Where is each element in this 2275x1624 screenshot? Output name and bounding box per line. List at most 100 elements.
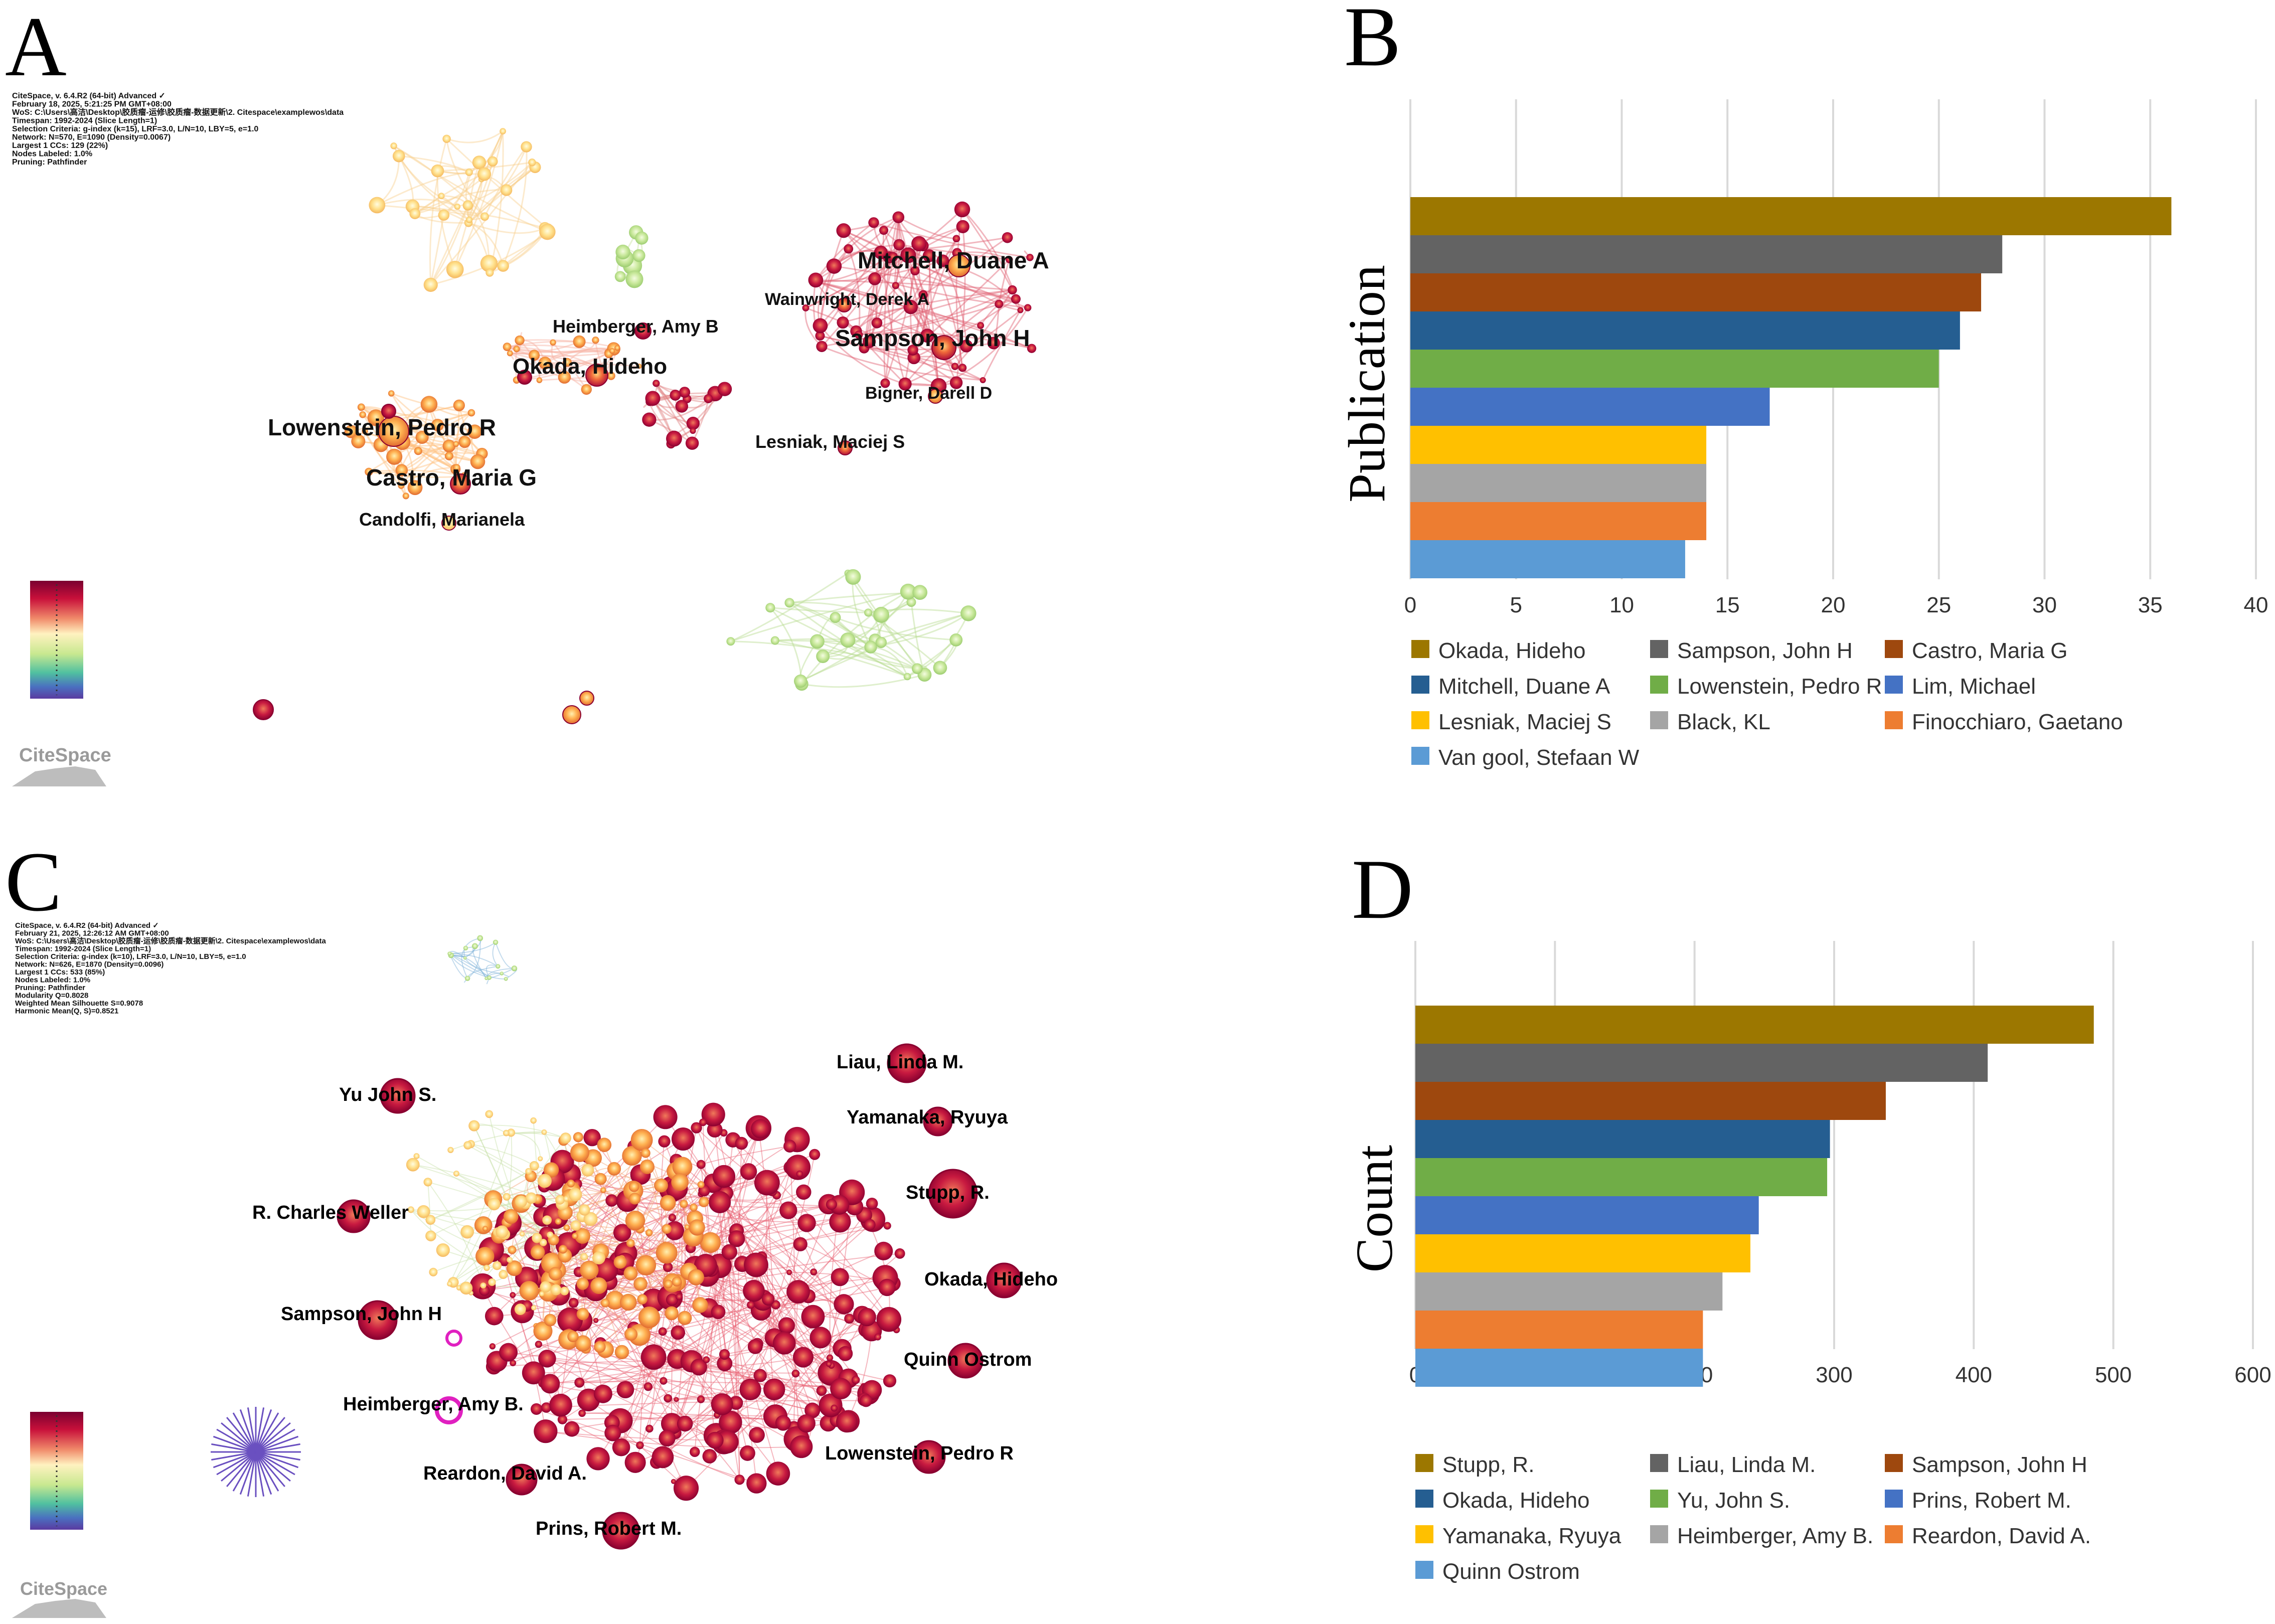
network-node — [493, 1261, 502, 1270]
network-edge — [247, 1407, 257, 1452]
network-node — [628, 1182, 639, 1192]
network-node — [912, 585, 928, 600]
network-edge — [454, 412, 472, 468]
node-label: Okada, Hideho — [513, 354, 667, 379]
legend-label: Lesniak, Maciej S — [1438, 710, 1611, 734]
network-node — [579, 1260, 599, 1280]
network-node — [471, 943, 478, 949]
network-node — [765, 603, 775, 613]
network-node — [406, 1158, 420, 1172]
network-node — [604, 1424, 621, 1441]
network-node — [624, 1328, 638, 1341]
network-edge — [364, 431, 416, 489]
x-tick-label: 400 — [1956, 1363, 1992, 1387]
network-node — [645, 1424, 654, 1433]
network-node — [544, 1314, 557, 1327]
network-node — [499, 1343, 518, 1362]
network-node — [876, 1307, 902, 1332]
bar — [1410, 502, 1707, 540]
network-edge — [848, 248, 861, 335]
network-edge — [450, 955, 490, 979]
network-node — [459, 1281, 473, 1295]
panel-c-info-block: CiteSpace, v. 6.4.R2 (64-bit) Advanced ✓… — [15, 921, 327, 1016]
network-node — [605, 1290, 624, 1310]
network-node — [747, 1301, 755, 1309]
network-node — [816, 1385, 827, 1396]
network-node — [407, 1206, 414, 1213]
network-node — [1008, 285, 1017, 295]
legend-label: Okada, Hideho — [1438, 638, 1586, 663]
network-edge — [905, 309, 1021, 385]
panel-letter-d: D — [1352, 842, 1413, 936]
network-node — [344, 425, 358, 438]
network-node — [671, 1479, 676, 1484]
network-node — [684, 1224, 690, 1230]
network-node — [380, 1078, 416, 1114]
network-edge — [819, 217, 899, 337]
network-node — [634, 322, 652, 340]
network-node — [703, 1356, 710, 1363]
panel-d-bar-chart: D 0100200300400500600CountStupp, R.Liau,… — [1346, 842, 2271, 1584]
network-node — [573, 1132, 583, 1143]
network-edge — [221, 1422, 256, 1453]
network-node — [547, 1231, 554, 1238]
network-node — [493, 939, 499, 945]
network-edge — [468, 131, 504, 173]
network-node — [947, 1343, 984, 1379]
network-edge — [910, 264, 950, 307]
node-label: Okada, Hideho — [924, 1269, 1058, 1290]
x-tick-label: 0 — [1404, 593, 1416, 617]
network-node — [786, 1269, 792, 1275]
network-node — [602, 1512, 640, 1550]
network-edge — [668, 1266, 822, 1391]
network-edge — [361, 406, 475, 433]
network-node — [674, 1397, 679, 1402]
network-node — [986, 1262, 1022, 1298]
network-node — [590, 1277, 607, 1294]
legend-swatch — [1650, 1490, 1668, 1508]
panel-a-nodes — [253, 128, 1037, 724]
network-edge — [398, 155, 470, 221]
network-node — [446, 260, 464, 278]
network-node — [910, 266, 920, 276]
network-node — [594, 1173, 607, 1185]
network-node — [796, 1184, 811, 1200]
network-edge — [430, 161, 533, 285]
network-node — [463, 1141, 472, 1150]
network-node — [980, 377, 986, 383]
network-node — [465, 216, 473, 223]
network-edge — [430, 1171, 529, 1221]
network-edge — [789, 602, 871, 648]
network-node — [600, 1187, 606, 1193]
network-edge — [729, 1252, 775, 1390]
network-node — [532, 1233, 542, 1243]
info-line: Harmonic Mean(Q, S)=0.8521 — [15, 1007, 118, 1016]
x-tick-label: 35 — [2138, 593, 2163, 617]
network-node — [659, 1429, 676, 1447]
info-line: WoS: C:\Users\高洁\Desktop\胶质瘤-运修\胶质瘤-数据更新… — [15, 936, 327, 945]
network-node — [740, 1163, 757, 1180]
network-edge — [255, 1451, 299, 1469]
network-node — [987, 337, 1000, 350]
network-node — [673, 1476, 699, 1501]
node-label: Stupp, R. — [906, 1182, 990, 1203]
network-node — [658, 1327, 667, 1336]
network-edge — [226, 1451, 257, 1487]
network-node — [450, 473, 471, 495]
network-node — [562, 705, 581, 724]
node-label: Yu John S. — [339, 1084, 436, 1105]
chart-b-plot: 0 5 10 15 20 25 30 35 40 Publication Okada, Hideho… — [1338, 99, 2268, 770]
network-node — [887, 1043, 927, 1083]
network-edge — [730, 591, 909, 642]
node-label: Reardon, David A. — [423, 1463, 587, 1484]
info-line: Largest 1 CCs: 533 (85%) — [15, 968, 105, 977]
network-node — [888, 252, 898, 262]
node-label: Lesniak, Maciej S — [755, 431, 905, 452]
legend-label: Prins, Robert M. — [1912, 1488, 2071, 1513]
legend-label: Castro, Maria G — [1912, 638, 2068, 663]
network-node — [761, 1292, 775, 1306]
network-node — [530, 1403, 543, 1415]
network-node — [453, 464, 460, 471]
network-node — [592, 337, 599, 344]
network-node — [1002, 232, 1013, 243]
